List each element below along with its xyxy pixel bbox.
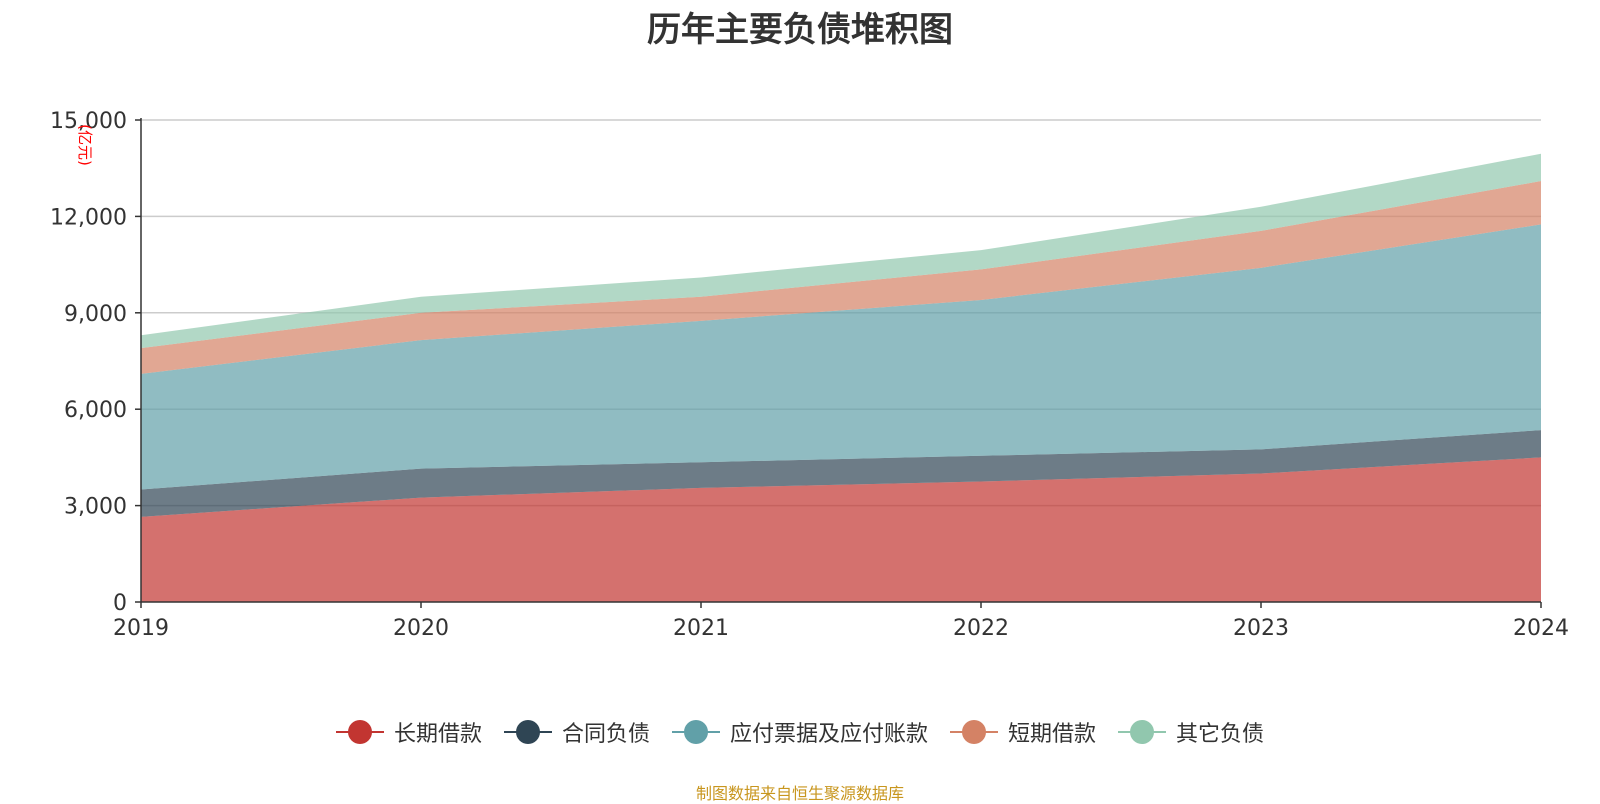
legend: 长期借款 合同负债 应付票据及应付账款 短期借款 其它负债: [0, 716, 1600, 748]
x-tick-label: 2019: [113, 616, 169, 641]
y-tick-label: 6,000: [64, 398, 127, 423]
y-tick-label: 0: [113, 591, 127, 616]
y-tick-label: 9,000: [64, 302, 127, 327]
legend-marker-icon: [671, 719, 720, 745]
area-layer: [141, 153, 1541, 602]
legend-label: 其它负债: [1176, 722, 1265, 747]
chart-title: 历年主要负债堆积图: [647, 10, 953, 50]
legend-label: 应付票据及应付账款: [729, 722, 928, 747]
legend-item-2[interactable]: 合同负债: [503, 716, 650, 748]
x-tick-label: 2020: [393, 616, 449, 641]
x-tick-label: 2022: [953, 616, 1009, 641]
area-series-5: [141, 153, 1541, 349]
y-tick-label: 12,000: [50, 205, 127, 230]
y-tick-label: 3,000: [64, 495, 127, 520]
x-tick-label: 2021: [673, 616, 729, 641]
legend-label: 合同负债: [561, 722, 650, 747]
legend-item-1[interactable]: 长期借款: [335, 716, 482, 748]
legend-item-5[interactable]: 其它负债: [1118, 716, 1264, 748]
y-axis-unit-label: (亿元): [76, 124, 94, 166]
legend-marker-icon: [503, 719, 552, 745]
legend-marker-icon: [335, 719, 384, 745]
axis-layer: 0 3,000 6,000 9,000 12,000 15,000 2019 2020 2021…: [50, 109, 1569, 641]
legend-marker-icon: [950, 719, 998, 745]
source-note: 制图数据来自恒生聚源数据库: [695, 784, 904, 803]
legend-item-4[interactable]: 短期借款: [950, 716, 1096, 748]
area-series-1: [141, 457, 1541, 602]
area-series-2: [141, 430, 1541, 517]
x-tick-label: 2023: [1233, 616, 1289, 641]
legend-label: 短期借款: [1008, 722, 1097, 747]
area-series-3: [141, 224, 1541, 490]
legend-item-3[interactable]: 应付票据及应付账款: [671, 716, 928, 748]
area-series-4: [141, 181, 1541, 374]
x-tick-label: 2024: [1513, 616, 1569, 641]
legend-marker-icon: [1118, 719, 1167, 745]
legend-label: 长期借款: [393, 722, 482, 747]
y-tick-label: 15,000: [50, 109, 127, 134]
